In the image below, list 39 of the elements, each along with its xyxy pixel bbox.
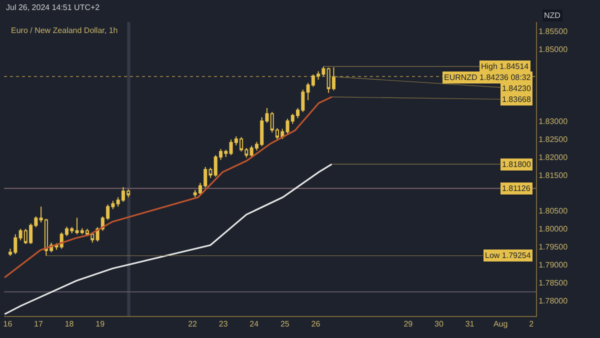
x-tick-label: 2 xyxy=(529,320,534,329)
y-tick-label: 1.78500 xyxy=(538,278,568,288)
x-tick-label: 31 xyxy=(465,320,475,329)
x-tick-label: Aug xyxy=(493,320,508,329)
annotation: High 1.84514 xyxy=(481,62,530,71)
text: NZD xyxy=(544,11,561,20)
x-tick-label: 23 xyxy=(218,320,228,329)
x-tick-label: 22 xyxy=(188,320,198,329)
y-tick-label: 1.85500 xyxy=(538,26,568,36)
line-series xyxy=(4,96,333,278)
ref-line-label: 1.81126 xyxy=(502,184,531,193)
line-series xyxy=(4,163,333,315)
y-tick-label: 1.79500 xyxy=(538,242,568,252)
y-tick-label: 1.78000 xyxy=(538,296,568,306)
annotation: Low 1.79254 xyxy=(485,251,532,260)
chart-subtitle: Jul 26, 2024 14:51 UTC+2 xyxy=(6,3,100,12)
y-tick-label: 1.80500 xyxy=(538,206,568,216)
y-tick-label: 1.81500 xyxy=(538,170,568,180)
y-tick-label: 1.82500 xyxy=(538,134,568,144)
x-tick-label: 18 xyxy=(64,320,74,329)
annotation: 1.84230 xyxy=(502,84,532,93)
x-tick-label: 29 xyxy=(404,320,414,329)
x-tick-label: 16 xyxy=(3,320,13,329)
y-tick-label: 1.82000 xyxy=(538,152,568,162)
candlestick xyxy=(90,232,94,244)
x-tick-label: 30 xyxy=(434,320,444,329)
x-tick-label: 17 xyxy=(34,320,44,329)
x-tick-label: 24 xyxy=(250,320,260,329)
y-tick-label: 1.85000 xyxy=(538,44,568,54)
text: Euro / New Zealand Dollar, 1h xyxy=(11,26,118,35)
y-tick-label: 1.79000 xyxy=(538,260,568,270)
y-tick-label: 1.80000 xyxy=(538,224,568,234)
ref-line-label: EURNZD 1.84236 08:32 xyxy=(444,73,532,82)
y-tick-label: 1.83000 xyxy=(538,116,568,126)
x-tick-label: 26 xyxy=(311,320,321,329)
x-tick-label: 19 xyxy=(96,320,106,329)
annotation: 1.83668 xyxy=(502,95,532,104)
annotation: 1.81800 xyxy=(502,160,532,169)
x-tick-label: 25 xyxy=(280,320,290,329)
